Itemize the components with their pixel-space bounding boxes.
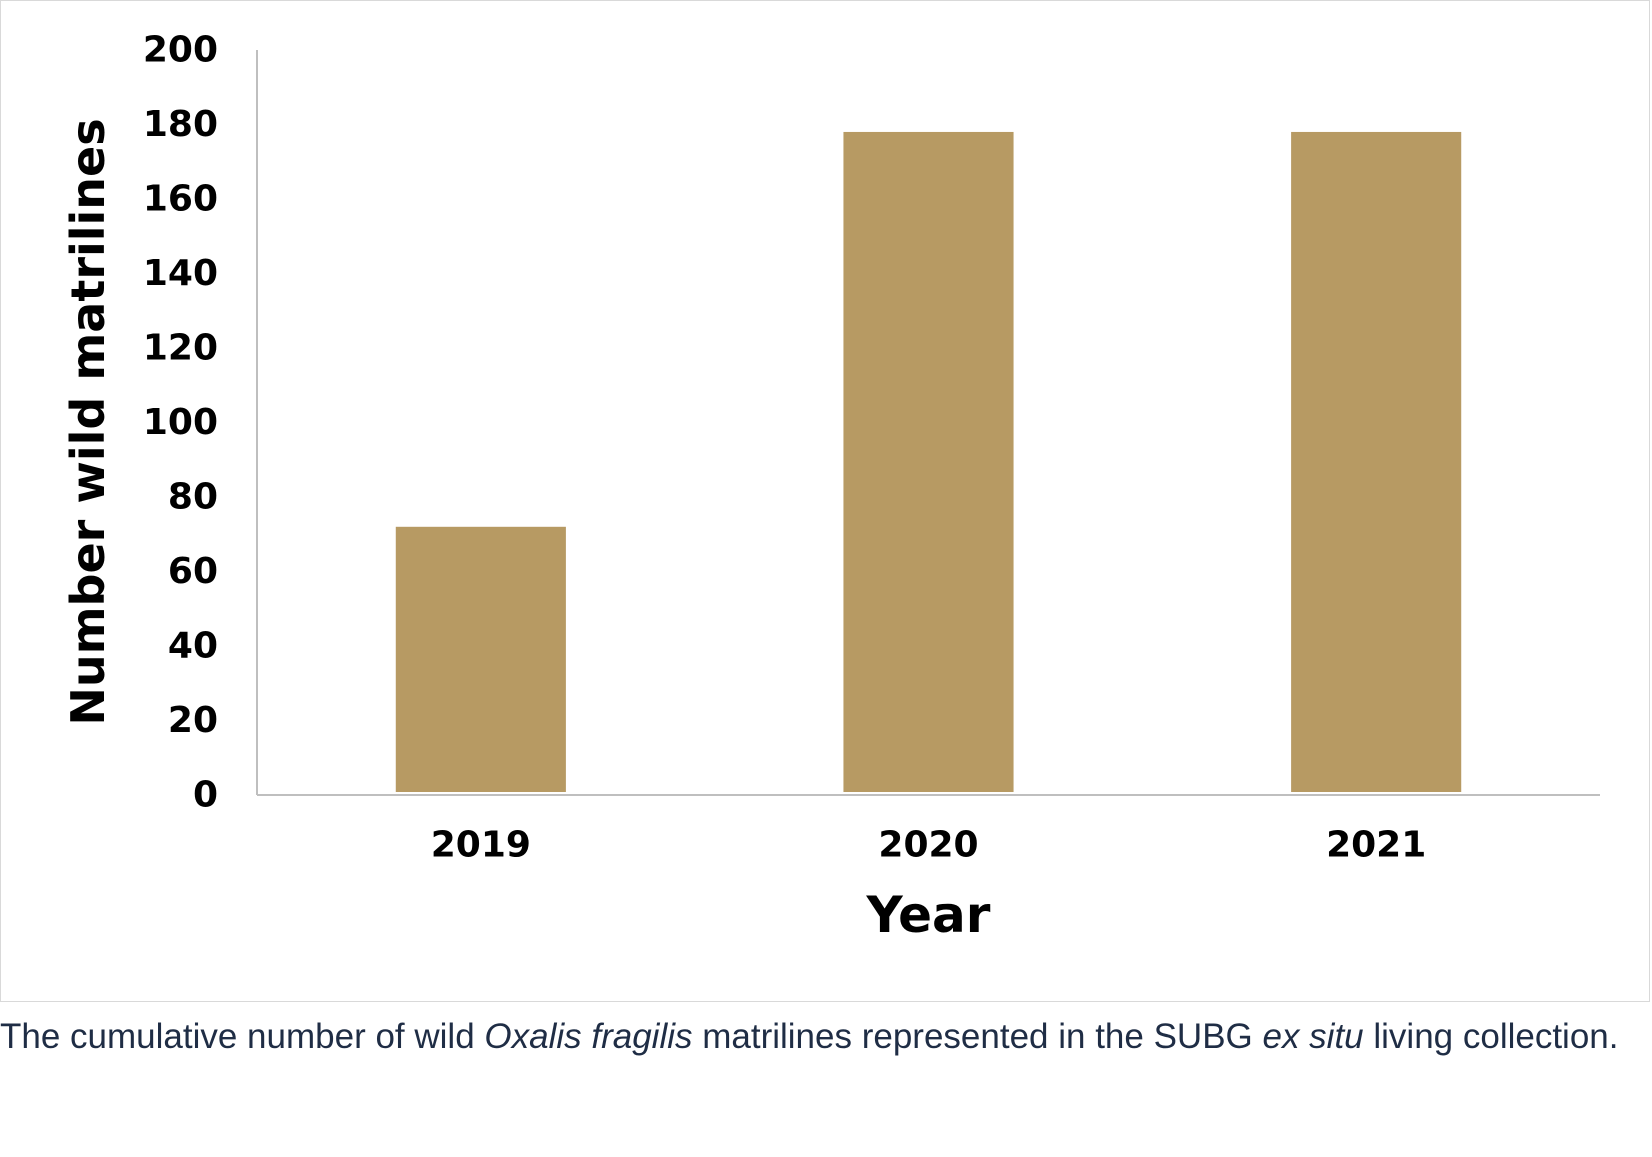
y-axis-title: Number wild matrilines: [61, 118, 115, 725]
bar-2021: [1291, 131, 1462, 792]
y-tick-label: 20: [168, 700, 218, 741]
x-tick-label: 2020: [878, 825, 978, 866]
caption-term: ex situ: [1262, 1017, 1364, 1056]
figure-caption: The cumulative number of wild Oxalis fra…: [0, 1012, 1648, 1062]
bar-2020: [843, 131, 1014, 792]
y-tick-label: 200: [143, 30, 218, 71]
x-tick-label: 2021: [1326, 825, 1426, 866]
y-tick-label: 0: [193, 775, 218, 816]
caption-text-2: matrilines represented in the SUBG: [692, 1017, 1263, 1056]
bars: [395, 131, 1462, 792]
caption-species: Oxalis fragilis: [484, 1017, 693, 1056]
y-tick-label: 120: [143, 328, 218, 369]
y-tick-label: 100: [143, 402, 218, 443]
caption-text-1: The cumulative number of wild: [0, 1017, 485, 1056]
y-tick-label: 160: [143, 179, 218, 220]
y-tick-label: 80: [168, 477, 218, 518]
y-axis-ticks: 0 20 40 60 80 100 120 140 160 180 200: [143, 30, 218, 816]
x-tick-label: 2019: [431, 825, 531, 866]
caption-text-3: living collection.: [1363, 1017, 1619, 1056]
bar-chart: 0 20 40 60 80 100 120 140 160 180 200 2019 2020 2021…: [61, 30, 1600, 944]
y-tick-label: 140: [143, 253, 218, 294]
y-tick-label: 60: [168, 551, 218, 592]
x-axis-title: Year: [866, 886, 991, 944]
bar-2019: [395, 526, 566, 792]
y-tick-label: 40: [168, 626, 218, 667]
y-tick-label: 180: [143, 104, 218, 145]
x-axis-ticks: 2019 2020 2021: [431, 825, 1427, 866]
